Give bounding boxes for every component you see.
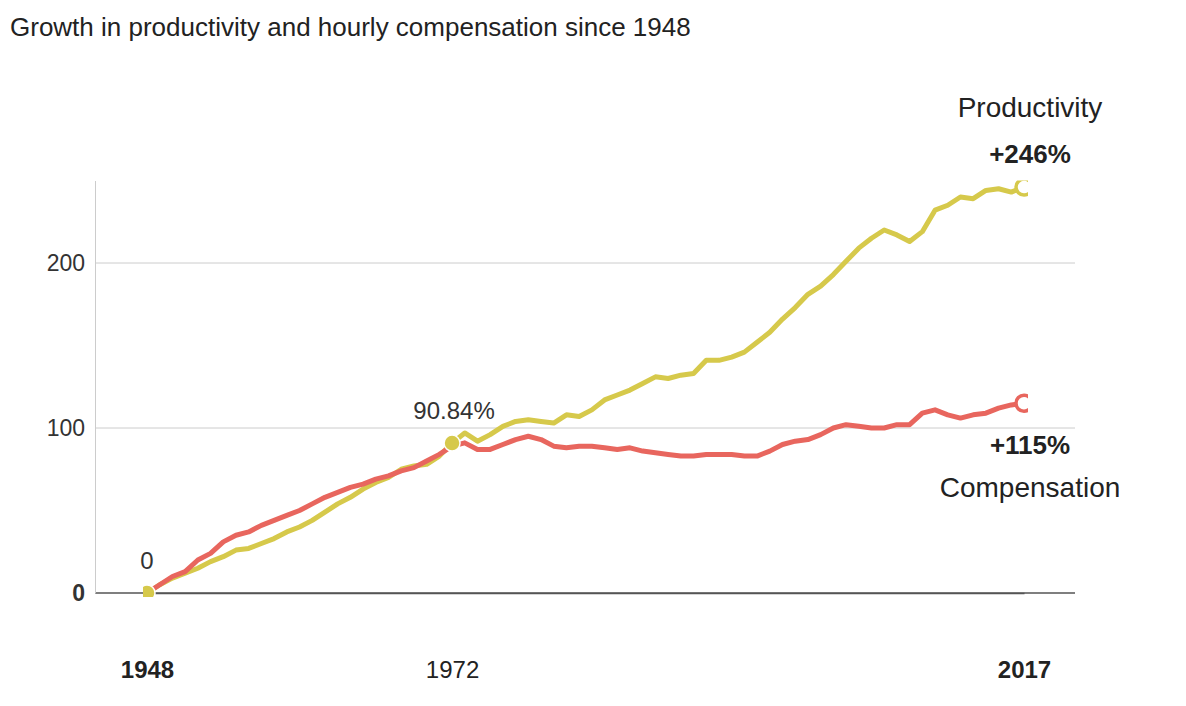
grid-line [95,592,1075,594]
x-axis: 1948 1972 2017 [121,593,1051,683]
end-marker [1016,181,1028,196]
y-tick: 200 [47,250,95,276]
y-tick-label: 0 [72,580,85,606]
y-tick-label: 200 [47,250,85,276]
series-label: Productivity [958,92,1103,123]
series-label: Compensation [940,472,1121,503]
x-tick: 2017 [998,593,1051,683]
y-tick: 100 [47,415,95,441]
title: Growth in productivity and hourly compen… [10,12,691,42]
x-tick: 1972 [426,593,479,683]
chart: Growth in productivity and hourly compen… [0,0,1186,706]
annotation: +115% [990,430,1070,460]
y-tick: 0 [72,580,95,606]
grid-line [95,263,1075,264]
x-axis-line [148,593,1025,595]
x-tick-label: 1972 [426,656,479,683]
labels: 0 90.84% +246% +115% Productivity Compensatio… [140,92,1120,574]
end-marker [1016,395,1028,411]
grid-line [95,428,1075,429]
x-tick-label: 1948 [121,656,174,683]
x-tick-label: 2017 [998,656,1051,683]
plot-area [143,181,1028,598]
series-line [147,187,1024,593]
annotation: +246% [989,139,1071,169]
series-line [147,403,1024,593]
annotation: 0 [140,547,153,574]
annotation: 90.84% [413,397,494,424]
y-axis-line [95,181,96,594]
grid [95,263,1075,593]
y-tick-label: 100 [47,415,85,441]
y-axis: 0 100 200 [47,181,96,606]
annotation-dot [143,585,155,597]
x-tick: 1948 [121,593,174,683]
annotation-dot [444,435,460,451]
